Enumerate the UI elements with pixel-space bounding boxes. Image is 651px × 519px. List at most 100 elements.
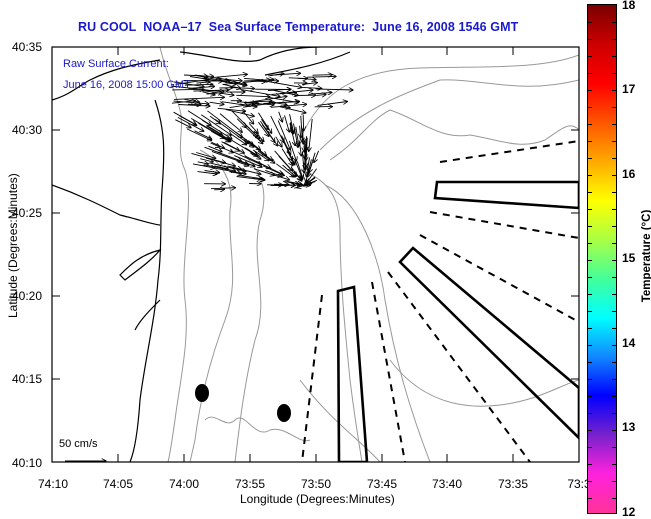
current-vector	[258, 112, 271, 134]
axis-ticks	[51, 46, 580, 463]
current-vector	[248, 140, 260, 151]
current-vector	[261, 124, 275, 143]
coastline-main	[129, 99, 165, 462]
colorbar-tick	[588, 345, 592, 346]
current-vector	[299, 87, 322, 88]
colorbar-tick	[612, 396, 616, 397]
x-tick-label: 73:45	[366, 477, 398, 491]
y-tick-label: 40:20	[11, 289, 42, 303]
dashed-lane	[439, 140, 579, 163]
colorbar-tick	[588, 39, 592, 40]
colorbar-tick	[588, 328, 592, 329]
current-vector	[301, 115, 303, 142]
colorbar-tick	[612, 294, 616, 295]
current-vector	[196, 82, 210, 83]
bathymetry-contours	[159, 47, 579, 462]
current-vector	[205, 157, 235, 166]
current-vector	[251, 101, 273, 102]
colorbar-tick-label: 12	[622, 505, 636, 519]
x-tick-label: 73:3	[567, 477, 591, 491]
current-vector	[200, 158, 213, 162]
colorbar-tick	[612, 141, 616, 142]
contour-line	[324, 184, 431, 462]
current-vector	[236, 95, 269, 96]
current-vector	[270, 104, 307, 108]
x-tick-label: 73:40	[431, 477, 463, 491]
colorbar-tick	[588, 107, 592, 108]
coastline-shore	[134, 299, 161, 331]
colorbar-tick	[588, 73, 592, 74]
colorbar-tick	[588, 175, 592, 176]
x-tick-label: 74:05	[102, 477, 134, 491]
coastline-north-3	[264, 51, 351, 76]
current-vector	[289, 114, 294, 133]
current-vector	[225, 108, 255, 116]
colorbar-tick	[612, 73, 616, 74]
colorbar-tick	[588, 226, 592, 227]
colorbar-tick	[588, 396, 592, 397]
current-vector	[210, 142, 220, 147]
colorbar-tick	[588, 158, 592, 159]
colorbar-tick	[612, 226, 616, 227]
current-vector	[187, 104, 201, 105]
colorbar-tick-label: 18	[622, 0, 636, 12]
current-vector	[306, 179, 318, 184]
current-vector	[230, 133, 246, 145]
x-tick-label: 73:50	[300, 477, 332, 491]
x-tick-label: 74:00	[168, 477, 200, 491]
colorbar-tick	[588, 379, 592, 380]
current-vector	[217, 107, 246, 111]
current-vector	[210, 188, 236, 189]
station-marker[interactable]	[277, 404, 291, 422]
current-vector	[229, 104, 254, 109]
current-vector	[315, 89, 354, 90]
dashed-lane	[387, 271, 531, 462]
current-vector	[175, 119, 191, 128]
colorbar-tick	[588, 260, 592, 261]
current-vector	[278, 111, 283, 122]
current-vector	[207, 125, 222, 134]
current-vector	[170, 85, 224, 92]
colorbar-tick	[612, 158, 616, 159]
current-vector	[299, 140, 301, 156]
colorbar-tick	[588, 498, 592, 499]
dashed-lane	[429, 211, 579, 239]
colorbar-title: Temperature (°C)	[641, 209, 651, 303]
current-vector	[201, 114, 231, 136]
contour-line	[299, 169, 363, 462]
current-vector	[316, 94, 326, 95]
x-tick-label: 74:10	[37, 477, 69, 491]
current-vector	[194, 130, 212, 140]
current-vector	[270, 73, 300, 75]
current-vector	[196, 152, 216, 159]
y-tick-label: 40:25	[11, 206, 42, 220]
current-vector	[314, 150, 320, 163]
scale-arrow-label: 50 cm/s	[59, 438, 98, 450]
y-tick-label: 40:35	[11, 40, 42, 54]
colorbar-tick	[612, 56, 616, 57]
current-vector	[277, 120, 290, 150]
colorbar-tick	[612, 209, 616, 210]
x-tick-label: 73:35	[497, 477, 529, 491]
current-vector	[179, 115, 197, 126]
colorbar-tick	[612, 345, 616, 346]
current-vector	[236, 118, 246, 128]
current-vector	[221, 141, 240, 151]
current-vector	[273, 174, 290, 180]
current-vector	[279, 106, 306, 113]
coastline-north-2	[179, 47, 321, 62]
current-vector	[188, 86, 215, 88]
current-vector	[293, 123, 299, 148]
current-vector	[302, 151, 304, 173]
current-vector	[309, 161, 313, 173]
current-vector	[242, 79, 274, 84]
current-vector	[306, 76, 336, 77]
current-vector	[242, 110, 253, 125]
station-marker[interactable]	[195, 384, 209, 402]
colorbar-tick	[612, 311, 616, 312]
current-vector	[193, 90, 228, 91]
colorbar-tick	[588, 311, 592, 312]
colorbar-tick	[612, 464, 616, 465]
colorbar-tick	[612, 243, 616, 244]
